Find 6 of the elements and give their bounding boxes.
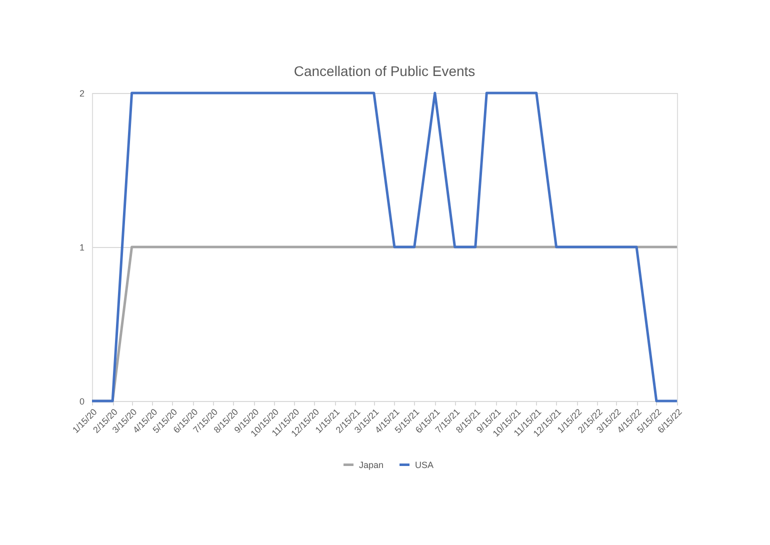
y-tick-label: 0	[79, 396, 84, 406]
legend-label: USA	[415, 460, 434, 470]
legend-label: Japan	[359, 460, 384, 470]
chart-title: Cancellation of Public Events	[294, 63, 476, 79]
y-tick-label: 2	[79, 88, 84, 98]
y-tick-label: 1	[79, 242, 84, 252]
